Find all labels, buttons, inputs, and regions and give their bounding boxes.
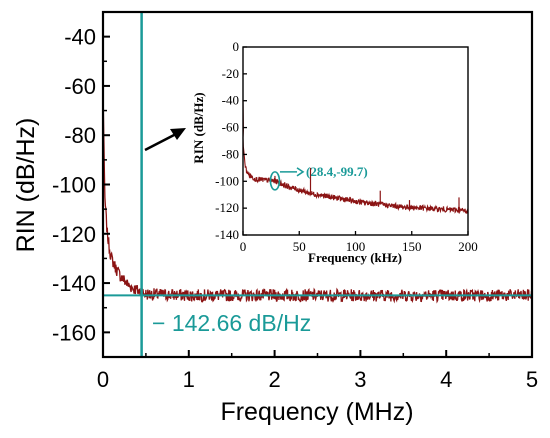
- inset-y-tick-label: -100: [215, 173, 239, 188]
- main-plot: 0 1 2 3 4 5 -40 -60 -80 -100 -120 -140 -160 Frequen…: [12, 10, 538, 426]
- main-x-axis-label: Frequency (MHz): [220, 398, 413, 426]
- main-x-tick-label: 4: [440, 367, 452, 392]
- inset-x-tick-label: 0: [240, 239, 247, 254]
- main-y-tick-label: -60: [64, 74, 96, 99]
- main-y-tick-label: -140: [52, 271, 96, 296]
- inset-x-tick-label: 100: [346, 239, 366, 254]
- inset-plot: 0 50 100 150 200 0 -20 -40 -60 -80 -100 -120 -140 F…: [191, 39, 478, 265]
- inset-annotation-arrow: [279, 167, 305, 177]
- inset-background: [243, 47, 468, 235]
- main-y-tick-label: -120: [52, 222, 96, 247]
- inset-y-tick-label: -60: [222, 120, 239, 135]
- main-x-tick-label: 1: [183, 367, 195, 392]
- inset-y-axis-label: RIN (dB/Hz): [191, 92, 206, 163]
- inset-y-tick-label: -140: [215, 227, 239, 242]
- main-x-tick-label: 5: [526, 367, 538, 392]
- inset-y-tick-label: -80: [222, 146, 239, 161]
- main-y-tick-label: -80: [64, 123, 96, 148]
- inset-point-marker: [269, 171, 281, 191]
- inset-x-tick-label: 200: [458, 239, 478, 254]
- inset-trace-group: [242, 100, 469, 215]
- inset-y-tick-label: -20: [222, 66, 239, 81]
- main-x-tick-label: 2: [268, 367, 280, 392]
- inset-x-ticks: 0 50 100 150 200: [240, 231, 478, 254]
- main-y-tick-label: -40: [64, 25, 96, 50]
- inset-x-tick-label: 50: [293, 239, 306, 254]
- inset-x-axis-label: Frequency (kHz): [308, 250, 402, 265]
- inset-annotation: (28.4,-99.7): [306, 164, 368, 179]
- main-annotation: − 142.66 dB/Hz: [152, 310, 311, 336]
- main-y-tick-label: -160: [52, 320, 96, 345]
- main-x-tick-label: 3: [354, 367, 366, 392]
- main-y-axis-label: RIN (dB/Hz): [12, 118, 40, 253]
- main-x-ticks: 0 1 2 3 4 5: [97, 350, 538, 392]
- main-y-tick-label: -100: [52, 173, 96, 198]
- inset-series-line: [242, 100, 469, 215]
- inset-y-ticks: 0 -20 -40 -60 -80 -100 -120 -140: [215, 39, 247, 242]
- pointer-arrow-line: [144, 132, 177, 152]
- inset-x-tick-label: 150: [402, 239, 422, 254]
- main-y-ticks: -40 -60 -80 -100 -120 -140 -160: [52, 25, 110, 345]
- pointer-arrow: [144, 128, 186, 152]
- inset-y-tick-label: -120: [215, 200, 239, 215]
- pointer-arrow-head: [170, 128, 186, 140]
- main-x-tick-label: 0: [97, 367, 109, 392]
- inset-y-tick-label: -40: [222, 93, 239, 108]
- inset-y-tick-label: 0: [233, 39, 240, 54]
